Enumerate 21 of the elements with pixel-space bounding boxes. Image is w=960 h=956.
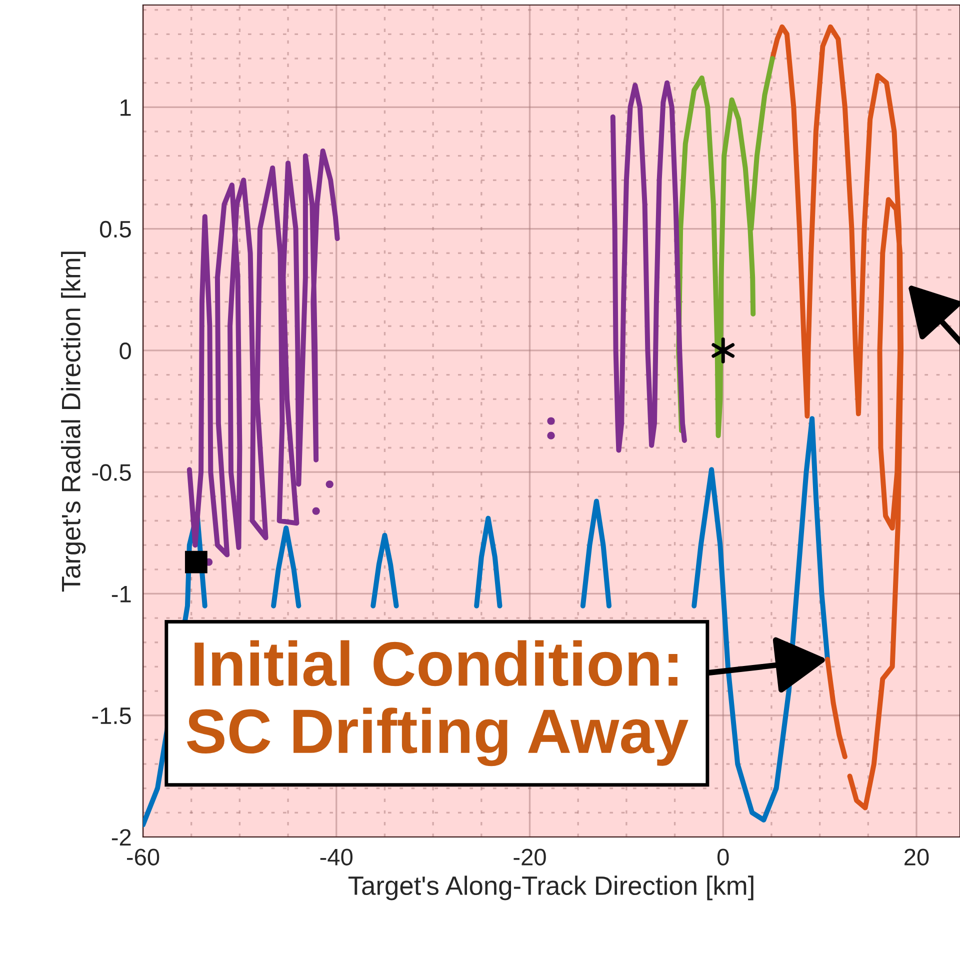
point [547, 417, 555, 425]
x-tick-label: -60 [126, 848, 160, 866]
x-axis-title: Target's Along-Track Direction [km] [348, 876, 754, 900]
y-axis-title: Target's Radial Direction [km] [61, 252, 86, 592]
y-tick-label: -0.5 [92, 464, 131, 481]
y-tick-label: -1 [112, 586, 131, 602]
point [712, 338, 735, 364]
x-tick-label: 20 [904, 848, 929, 866]
x-tick-label: -40 [320, 848, 353, 866]
point [326, 480, 334, 488]
point [312, 507, 320, 515]
y-tick-label: -1.5 [92, 708, 131, 724]
annotation: Initial Condition: SC Drifting Away [186, 640, 688, 766]
point [547, 432, 555, 440]
y-tick-label: 1 [120, 99, 131, 116]
y-tick-label: 0.5 [100, 220, 131, 238]
y-tick-label: 0 [120, 342, 131, 360]
x-tick-label: -20 [514, 848, 546, 866]
y-tick-label: -2 [112, 829, 131, 846]
x-tick-label: 0 [717, 848, 729, 866]
point [184, 550, 208, 574]
